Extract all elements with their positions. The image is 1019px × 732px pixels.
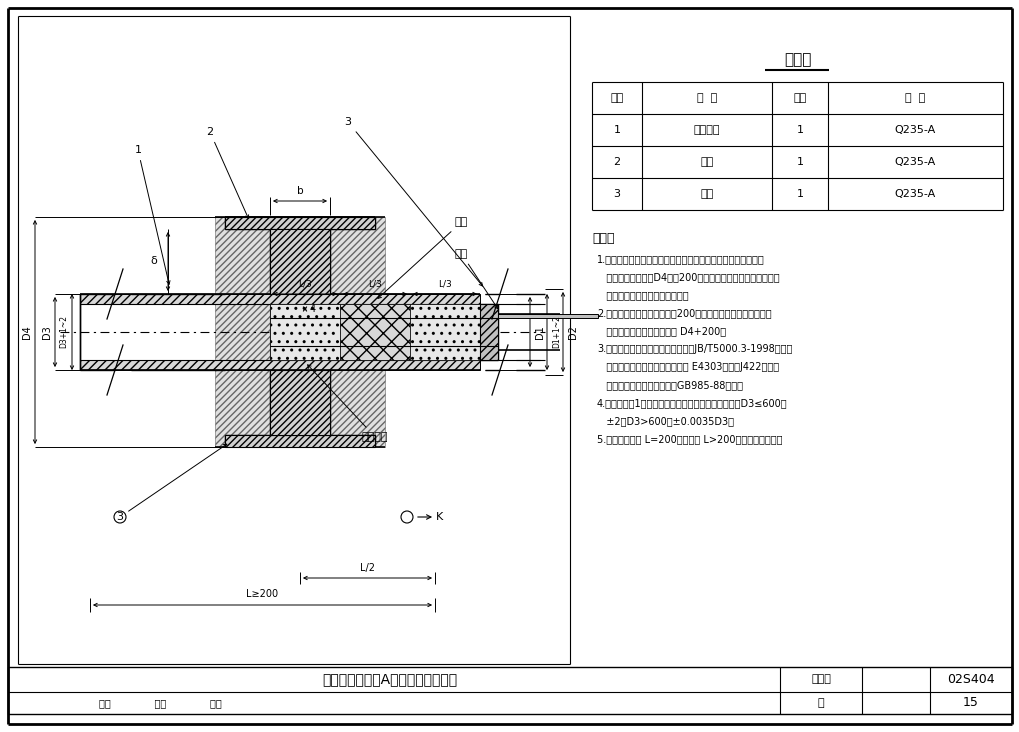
Text: 3: 3: [344, 117, 482, 286]
Text: 1: 1: [796, 189, 803, 199]
Text: 钢管: 钢管: [454, 249, 497, 309]
Text: D2: D2: [568, 325, 578, 339]
Text: 材  料: 材 料: [905, 93, 924, 103]
Text: 说明：: 说明：: [591, 232, 613, 245]
Text: ±2，D3>600，±0.0035D3。: ±2，D3>600，±0.0035D3。: [596, 416, 734, 426]
Text: 2: 2: [206, 127, 249, 218]
Text: 02S404: 02S404: [947, 673, 994, 686]
Text: δ: δ: [151, 256, 157, 266]
Text: 名  称: 名 称: [696, 93, 716, 103]
Bar: [79, 294, 480, 304]
Text: Q235-A: Q235-A: [894, 189, 935, 199]
Text: 刚性防水套管（A型）安装图（一）: 刚性防水套管（A型）安装图（一）: [322, 673, 458, 687]
Text: 3: 3: [612, 189, 620, 199]
Text: 4.当套管（件1）采用卷制成型时，周长允许偏差为：D3≤600，: 4.当套管（件1）采用卷制成型时，周长允许偏差为：D3≤600，: [596, 398, 787, 408]
Text: 3.焊接结构尺寸公差与形位公差按照JB/T5000.3-1998执行。: 3.焊接结构尺寸公差与形位公差按照JB/T5000.3-1998执行。: [596, 344, 792, 354]
Text: 4: 4: [310, 304, 316, 314]
Text: L/3: L/3: [298, 280, 312, 288]
Text: 1.套管穿墙处如遇非混凝土墙壁时，应改用混凝土墙壁，其浇注: 1.套管穿墙处如遇非混凝土墙壁时，应改用混凝土墙壁，其浇注: [596, 254, 764, 264]
Bar: [270, 229, 330, 294]
Bar: [215, 217, 384, 447]
Text: 厚。加厚部分的直径至少为 D4+200。: 厚。加厚部分的直径至少为 D4+200。: [596, 326, 726, 336]
Text: L/3: L/3: [368, 280, 381, 288]
Text: 1: 1: [796, 125, 803, 135]
Text: D4: D4: [22, 325, 32, 339]
Text: 焊接采用手工电弧焊，焊条型号 E4303，牌号J422。焊缝: 焊接采用手工电弧焊，焊条型号 E4303，牌号J422。焊缝: [596, 362, 779, 372]
Text: 材料表: 材料表: [783, 53, 810, 67]
Text: 15: 15: [962, 697, 978, 709]
Bar: [225, 435, 375, 447]
Text: 翼环: 翼环: [700, 157, 713, 167]
Text: 3: 3: [116, 444, 226, 522]
Text: 石棉水泥: 石棉水泥: [308, 365, 388, 442]
Text: D1+1~2: D1+1~2: [552, 315, 560, 348]
Text: 挡圈: 挡圈: [700, 189, 713, 199]
Text: D3: D3: [42, 325, 52, 339]
Text: 钢制套管: 钢制套管: [693, 125, 719, 135]
Bar: [79, 360, 480, 370]
Text: 图集号: 图集号: [810, 674, 830, 684]
Bar: [270, 304, 339, 360]
Text: 油麻: 油麻: [377, 217, 468, 299]
Text: L≥200: L≥200: [247, 589, 278, 599]
Text: 2: 2: [612, 157, 620, 167]
Text: 内。套管内的填料应紧密捣实。: 内。套管内的填料应紧密捣实。: [596, 290, 688, 300]
Text: 2.穿管处混凝土墙厚应不小于200，否则应使墙壁一边或两边加: 2.穿管处混凝土墙厚应不小于200，否则应使墙壁一边或两边加: [596, 308, 770, 318]
Text: D1: D1: [535, 325, 544, 339]
Text: 数量: 数量: [793, 93, 806, 103]
Text: L/2: L/2: [360, 563, 375, 573]
Bar: [497, 314, 597, 318]
Text: b: b: [297, 186, 303, 196]
Text: 1: 1: [796, 157, 803, 167]
Text: 坡口的基本形式与尺寸按照GB985-88执行。: 坡口的基本形式与尺寸按照GB985-88执行。: [596, 380, 742, 390]
Text: Q235-A: Q235-A: [894, 125, 935, 135]
Text: 序号: 序号: [609, 93, 623, 103]
Text: 1: 1: [135, 145, 170, 284]
Text: L/3: L/3: [438, 280, 451, 288]
Text: 围应比翼环直径（D4）大200，而且必须将套管一次浇固于墙: 围应比翼环直径（D4）大200，而且必须将套管一次浇固于墙: [596, 272, 779, 282]
Text: 1: 1: [612, 125, 620, 135]
Bar: [410, 304, 480, 360]
Text: 页: 页: [817, 698, 823, 708]
Bar: [480, 304, 497, 360]
Text: Q235-A: Q235-A: [894, 157, 935, 167]
Text: D3+1~2: D3+1~2: [59, 315, 68, 348]
Text: K: K: [436, 512, 443, 522]
Text: 5.套管的重量以 L=200计算，当 L>200时，应易行计算。: 5.套管的重量以 L=200计算，当 L>200时，应易行计算。: [596, 434, 782, 444]
Text: 审核              校对              设计: 审核 校对 设计: [99, 698, 221, 708]
Bar: [339, 304, 410, 360]
Bar: [270, 370, 330, 435]
Bar: [225, 217, 375, 229]
